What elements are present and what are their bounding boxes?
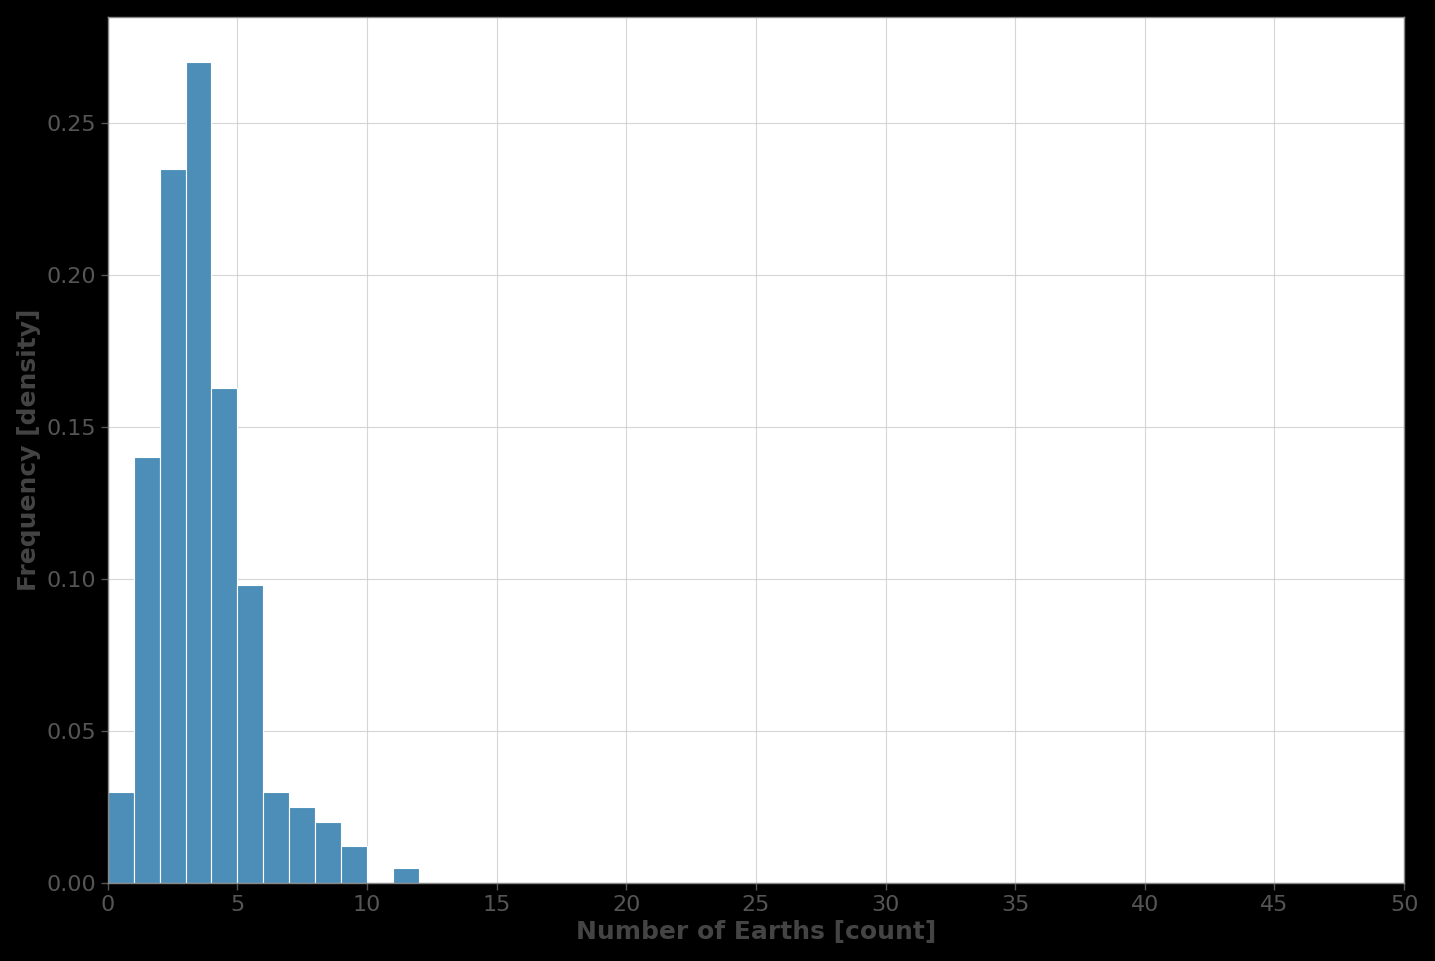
- Bar: [211, 387, 237, 883]
- Bar: [393, 868, 419, 883]
- Bar: [185, 62, 211, 883]
- Bar: [108, 792, 133, 883]
- Bar: [133, 457, 159, 883]
- Bar: [159, 168, 185, 883]
- Bar: [316, 823, 342, 883]
- X-axis label: Number of Earths [count]: Number of Earths [count]: [575, 921, 936, 945]
- Y-axis label: Frequency [density]: Frequency [density]: [17, 308, 40, 591]
- Bar: [237, 585, 264, 883]
- Bar: [342, 847, 367, 883]
- Bar: [264, 792, 290, 883]
- Bar: [290, 807, 316, 883]
